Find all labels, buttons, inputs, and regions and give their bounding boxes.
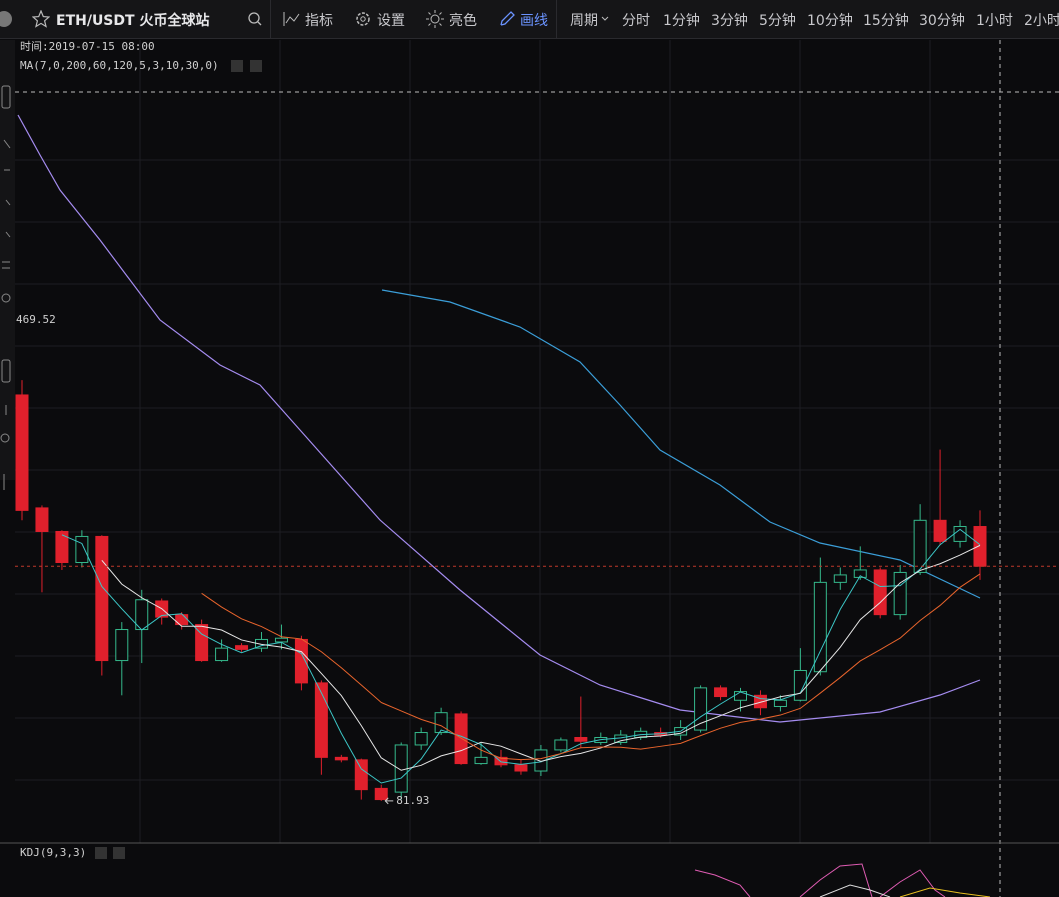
candle-body [773,699,787,707]
high-marker: 469.52 [16,313,56,326]
logo-icon [0,11,12,27]
close-btn[interactable] [113,847,125,859]
period[interactable]: 2小时 [1024,13,1059,29]
candle-body [95,535,109,662]
toolbar: ETH/USDT 火币全球站 指标 设置 亮色 画线 周期 分时 1分钟 3分钟… [0,0,1059,39]
candle-body [354,759,368,791]
close-btn[interactable] [250,60,262,72]
candle-body [953,526,967,542]
kdj-line [799,863,873,897]
settings-icon [356,12,370,26]
caret [601,16,609,21]
kdj-line [694,869,751,897]
candle-body [933,519,947,542]
ma-long-line [381,289,981,599]
favorite-star[interactable] [32,10,50,28]
tool-light[interactable]: 亮色 [449,13,477,29]
kdj-line [899,887,991,897]
candle-body [195,624,209,662]
kdj-line [819,884,891,897]
search-icon[interactable] [247,11,263,27]
side-icons [0,85,11,490]
candle-body [15,394,29,511]
candle-body [793,669,807,701]
candle-body [574,737,588,742]
candle-body [514,764,528,772]
candle-body [215,647,229,662]
period-menu[interactable]: 周期 [570,13,598,29]
candle-body [374,787,388,801]
candle-body [55,530,69,564]
candle-body [494,756,508,766]
light-icon [426,10,444,28]
settings-btn[interactable] [95,847,107,859]
low-marker: 81.93 [396,794,429,807]
candle-body [813,581,827,673]
candle-body [714,687,728,698]
period[interactable]: 15分钟 [863,13,909,29]
draw-icon [500,11,515,26]
candle-body [394,744,408,793]
period[interactable]: 3分钟 [711,13,748,29]
candle-body [534,749,548,772]
grid [15,40,1059,843]
period[interactable]: 分时 [622,13,650,29]
period[interactable]: 1分钟 [663,13,700,29]
candle-body [474,756,488,765]
period[interactable]: 5分钟 [759,13,796,29]
candle-body [314,682,328,758]
ma-line [201,573,981,761]
tool-draw[interactable]: 画线 [520,13,548,29]
candle-body [913,519,927,573]
settings-btn[interactable] [231,60,243,72]
indicator-icon [283,12,300,26]
candle-body [255,638,268,649]
candle-body [35,507,49,532]
period[interactable]: 30分钟 [919,13,965,29]
time-label: 时间:2019-07-15 08:00 [20,40,155,53]
candle-body [274,637,288,643]
chart: 时间:2019-07-15 08:00 MA(7,0,200,60,120,5,… [0,40,1059,897]
candle-body [833,574,847,583]
candle-body [873,569,887,616]
kdj-line [879,869,946,897]
candle-body [115,629,129,662]
candle-body [75,535,89,564]
candle-body [973,526,987,567]
candle-body [414,732,428,746]
tool-settings[interactable]: 设置 [377,13,405,29]
candle-body [454,713,468,765]
ma-long-line [17,114,981,723]
low-marker-arrowhead [384,797,389,805]
candle-body [853,569,867,578]
ma-label: MA(7,0,200,60,120,5,3,10,30,0) [20,59,219,72]
kdj-label: KDJ(9,3,3) [20,846,86,859]
candle-body [893,571,907,616]
period[interactable]: 10分钟 [807,13,853,29]
tool-indicator[interactable]: 指标 [305,13,333,29]
side-toolbar [0,40,15,480]
ma-line [101,544,981,771]
candle-body [554,739,568,751]
ma-line [61,528,981,784]
candle-body [235,645,249,650]
candle-body [334,756,348,761]
symbol[interactable]: ETH/USDT 火币全球站 [56,13,210,29]
period[interactable]: 1小时 [976,13,1013,29]
plot: 469.52 81.93 [15,313,1059,807]
